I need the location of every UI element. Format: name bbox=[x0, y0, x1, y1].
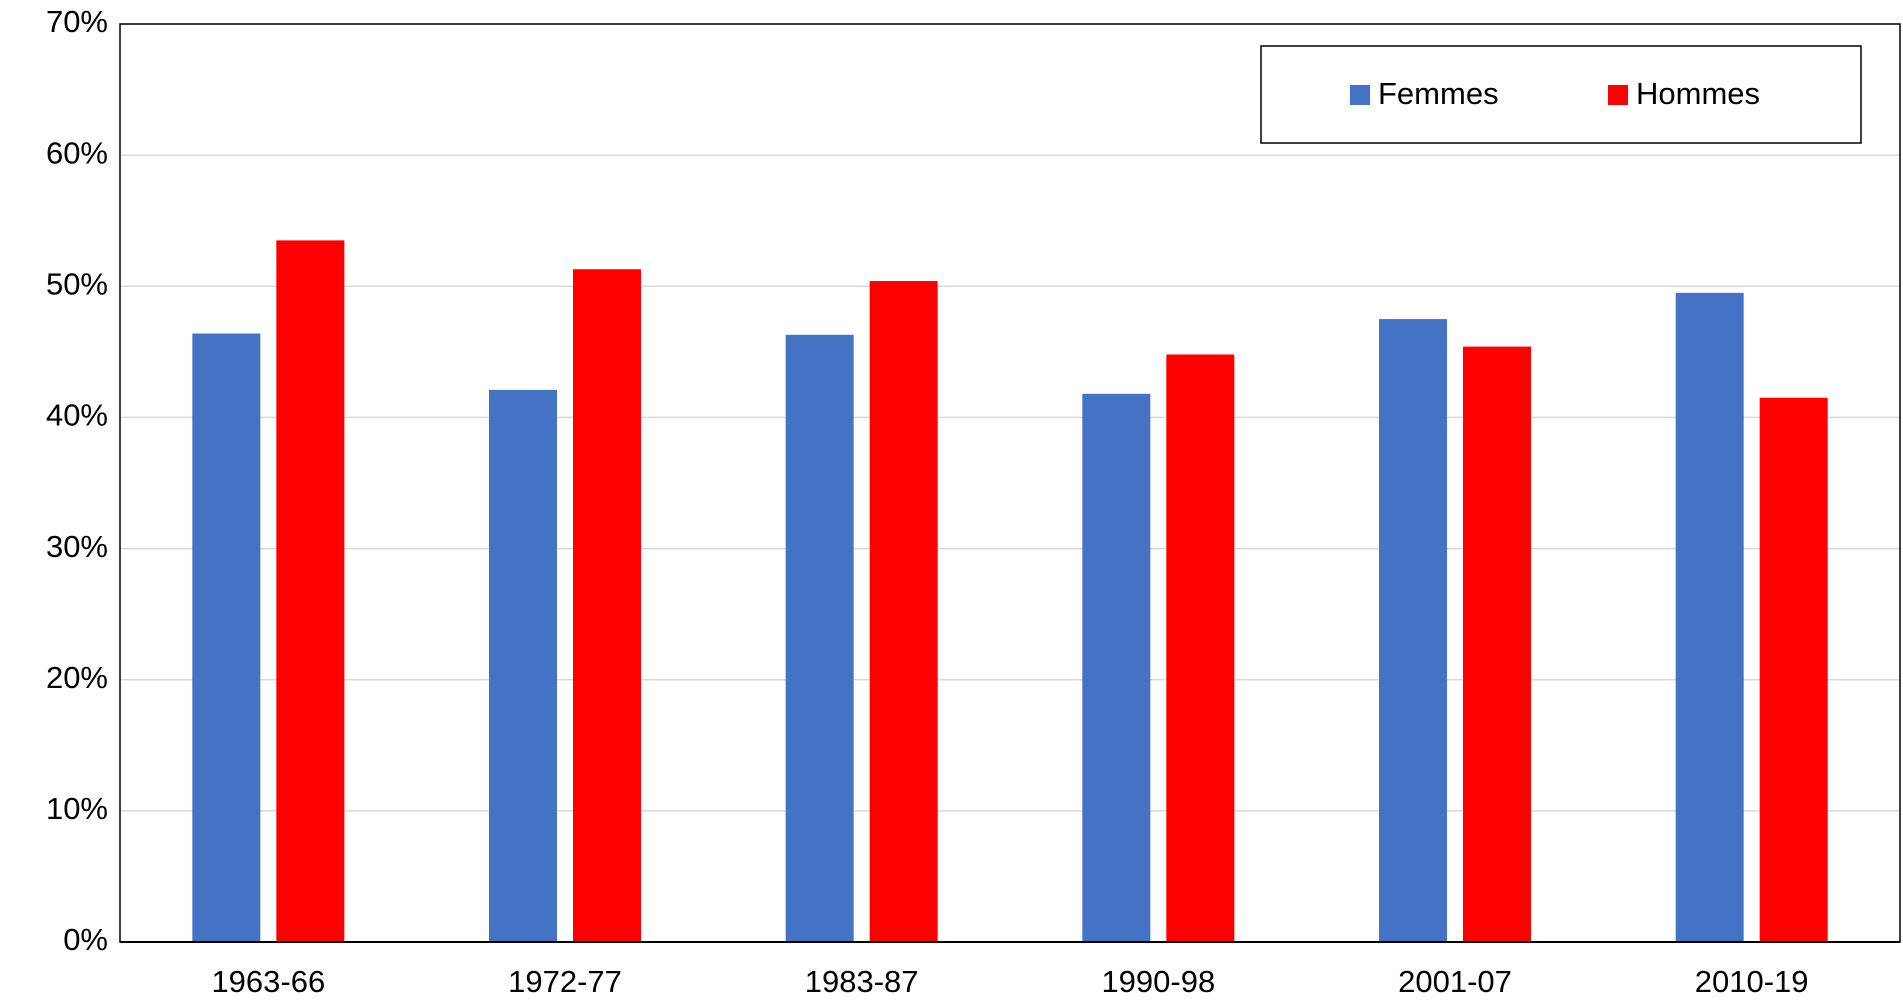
bar bbox=[785, 334, 854, 942]
y-tick-label: 70% bbox=[46, 4, 108, 39]
x-tick-label: 2001-07 bbox=[1398, 964, 1512, 999]
legend-swatch bbox=[1350, 85, 1370, 105]
bar bbox=[1166, 354, 1235, 943]
bar bbox=[869, 281, 938, 942]
legend-label: Femmes bbox=[1378, 76, 1499, 111]
x-tick-label: 1990-98 bbox=[1101, 964, 1215, 999]
bar bbox=[1379, 319, 1447, 943]
y-tick-label: 0% bbox=[63, 922, 108, 957]
plot-frame bbox=[119, 23, 1901, 943]
y-tick-label: 40% bbox=[46, 398, 108, 433]
y-tick-label: 10% bbox=[46, 791, 108, 826]
bar bbox=[1082, 393, 1151, 942]
legend-label: Hommes bbox=[1636, 76, 1760, 111]
y-tick-label: 60% bbox=[46, 135, 108, 170]
bar bbox=[489, 389, 557, 943]
y-tick-label: 20% bbox=[46, 660, 108, 695]
x-tick-label: 1972-77 bbox=[508, 964, 622, 999]
bar bbox=[1759, 397, 1828, 942]
x-tick-label: 1983-87 bbox=[805, 964, 919, 999]
bar bbox=[276, 240, 345, 942]
bar bbox=[573, 269, 641, 942]
x-tick-label: 2010-19 bbox=[1695, 964, 1809, 999]
y-tick-label: 50% bbox=[46, 266, 108, 301]
x-tick-label: 1963-66 bbox=[211, 964, 325, 999]
legend-swatch bbox=[1608, 85, 1628, 105]
y-tick-label: 30% bbox=[46, 529, 108, 564]
bar bbox=[1463, 346, 1531, 942]
bar bbox=[192, 333, 261, 942]
bar bbox=[1675, 292, 1744, 942]
